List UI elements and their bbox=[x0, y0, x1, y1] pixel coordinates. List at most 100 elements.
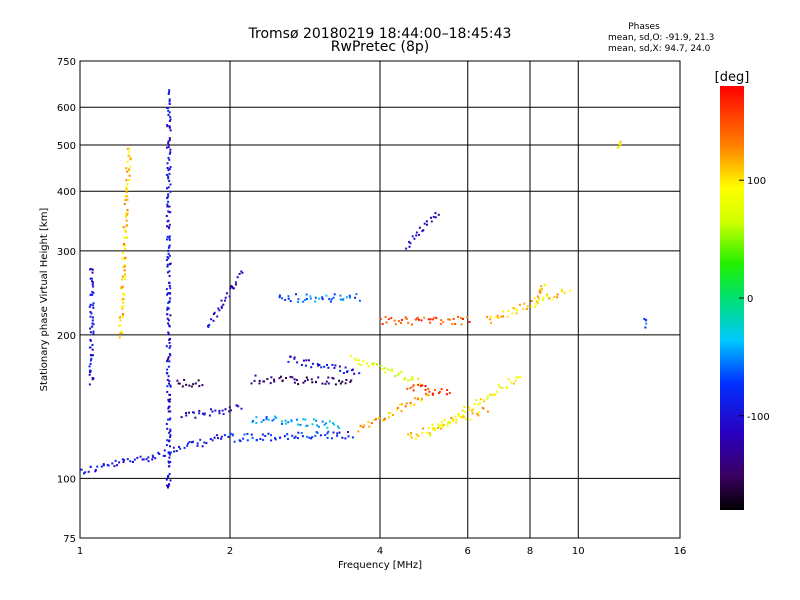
data-point bbox=[302, 381, 305, 384]
data-point bbox=[316, 432, 319, 434]
data-point bbox=[124, 229, 126, 232]
data-point bbox=[506, 315, 509, 318]
data-point bbox=[89, 369, 92, 372]
data-point bbox=[165, 259, 168, 261]
data-point bbox=[534, 305, 536, 308]
data-point bbox=[220, 306, 223, 309]
data-point bbox=[167, 109, 170, 112]
data-point bbox=[339, 369, 342, 372]
data-point bbox=[273, 415, 276, 418]
data-point bbox=[347, 431, 349, 433]
data-point bbox=[431, 423, 434, 426]
data-point bbox=[166, 162, 169, 165]
data-point bbox=[165, 345, 168, 348]
data-point bbox=[411, 235, 414, 238]
data-point bbox=[169, 129, 172, 132]
data-point bbox=[500, 315, 503, 318]
data-point bbox=[229, 433, 232, 435]
data-point bbox=[349, 380, 352, 383]
data-point bbox=[267, 418, 270, 421]
data-point bbox=[398, 320, 400, 323]
data-point bbox=[512, 307, 515, 310]
data-point bbox=[475, 399, 478, 401]
data-point bbox=[124, 212, 127, 215]
data-point bbox=[644, 319, 647, 322]
data-point bbox=[167, 200, 170, 203]
data-point bbox=[168, 139, 171, 141]
data-point bbox=[100, 465, 103, 468]
data-point bbox=[89, 311, 92, 313]
data-point bbox=[383, 367, 386, 370]
data-point bbox=[261, 433, 264, 436]
data-point bbox=[211, 439, 214, 442]
echo-trace bbox=[80, 455, 155, 475]
data-point bbox=[440, 319, 443, 322]
data-point bbox=[194, 416, 197, 419]
data-point bbox=[619, 143, 622, 146]
data-point bbox=[296, 437, 299, 440]
y-tick-label: 600 bbox=[57, 103, 76, 114]
data-point bbox=[218, 412, 221, 415]
data-point bbox=[538, 297, 540, 300]
data-point bbox=[89, 359, 92, 362]
data-point bbox=[274, 437, 276, 440]
data-point bbox=[166, 484, 168, 487]
data-point bbox=[88, 383, 91, 386]
data-point bbox=[131, 461, 134, 463]
data-point bbox=[486, 410, 489, 413]
data-point bbox=[165, 423, 168, 425]
data-point bbox=[122, 461, 125, 464]
data-point bbox=[260, 420, 263, 423]
data-point bbox=[121, 305, 123, 308]
data-point bbox=[169, 262, 172, 265]
data-point bbox=[306, 378, 309, 381]
data-point bbox=[324, 434, 327, 437]
data-point bbox=[396, 373, 399, 376]
data-point bbox=[121, 275, 124, 278]
data-point bbox=[363, 424, 366, 427]
data-point bbox=[281, 420, 283, 423]
data-point bbox=[240, 270, 243, 273]
data-point bbox=[409, 386, 412, 389]
data-point bbox=[125, 219, 128, 222]
data-point bbox=[522, 307, 525, 310]
data-point bbox=[178, 382, 181, 385]
data-point bbox=[224, 296, 227, 299]
data-point bbox=[167, 465, 170, 468]
data-point bbox=[281, 297, 284, 300]
data-point bbox=[250, 382, 253, 385]
data-point bbox=[338, 379, 341, 382]
data-point bbox=[124, 230, 127, 233]
data-point bbox=[166, 235, 169, 238]
data-point bbox=[443, 418, 446, 421]
data-point bbox=[538, 290, 541, 292]
data-point bbox=[432, 318, 435, 321]
data-point bbox=[468, 321, 471, 323]
data-point bbox=[259, 438, 262, 440]
data-point bbox=[332, 422, 334, 425]
data-point bbox=[168, 431, 171, 434]
data-point bbox=[327, 366, 330, 369]
data-point bbox=[119, 332, 122, 335]
data-point bbox=[321, 420, 324, 423]
data-point bbox=[442, 321, 445, 324]
data-point bbox=[305, 376, 308, 379]
data-point bbox=[167, 301, 170, 304]
data-point bbox=[429, 318, 432, 321]
data-point bbox=[91, 290, 94, 293]
data-point bbox=[127, 179, 130, 181]
data-point bbox=[330, 437, 333, 440]
data-point bbox=[426, 431, 428, 434]
data-point bbox=[323, 365, 326, 368]
data-point bbox=[429, 434, 432, 437]
data-point bbox=[255, 421, 258, 424]
data-point bbox=[126, 209, 129, 212]
data-point bbox=[250, 433, 253, 436]
data-point bbox=[384, 417, 386, 420]
data-point bbox=[370, 422, 373, 425]
data-point bbox=[167, 418, 170, 421]
data-point bbox=[502, 310, 505, 313]
data-point bbox=[126, 183, 129, 186]
data-point bbox=[433, 316, 436, 319]
data-point bbox=[118, 324, 121, 327]
